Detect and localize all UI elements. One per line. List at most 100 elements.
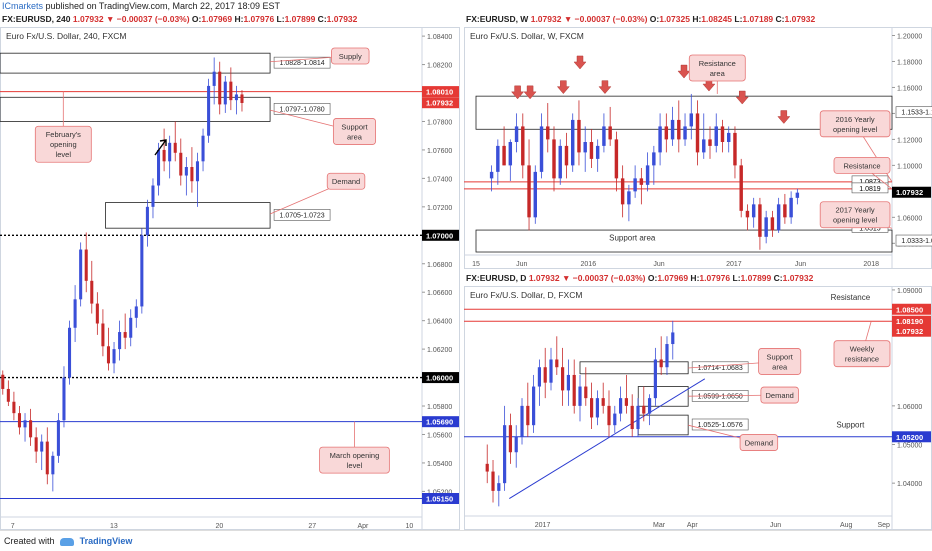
last-price: 1.07932 xyxy=(72,14,104,24)
x-tick-label: 20 xyxy=(216,523,224,530)
candle-body xyxy=(45,441,49,475)
callout-text: Demand xyxy=(332,177,360,186)
candle-body xyxy=(590,398,594,418)
candle-body xyxy=(212,71,216,86)
callout-text: resistance xyxy=(845,355,879,364)
y-tick-label: 1.18000 xyxy=(897,59,922,66)
y-tick-label: 1.06200 xyxy=(427,347,452,354)
candle-body xyxy=(223,81,227,105)
candle-body xyxy=(745,210,750,218)
candle-body xyxy=(184,167,188,176)
callout-box xyxy=(833,156,891,174)
candle-body xyxy=(229,81,233,101)
candle-body xyxy=(17,413,21,428)
candle-body xyxy=(23,420,27,428)
callout-text: Demand xyxy=(766,391,794,400)
tradingview-brand[interactable]: TradingView xyxy=(79,536,133,546)
candle-body xyxy=(207,85,211,136)
candle-body xyxy=(173,142,177,153)
symbol-header-weekly: FX:EURUSD, W 1.07932 ▼ −0.00037 (−0.03%)… xyxy=(466,14,816,24)
x-tick-label: Apr xyxy=(357,523,369,530)
candle-body xyxy=(68,327,72,378)
last-price: 1.07932 xyxy=(530,14,562,24)
level-label: 1.0819 xyxy=(859,186,881,193)
candle-body xyxy=(595,398,599,418)
price-label-box xyxy=(892,431,931,443)
callout-text: area xyxy=(772,362,788,371)
callout-box xyxy=(688,54,746,82)
zone-label: 1.0525-1.0576 xyxy=(698,422,743,429)
zone-text: Support area xyxy=(609,234,656,243)
price-label: 1.07932 xyxy=(896,327,923,336)
candle-body xyxy=(630,405,634,430)
candle-body xyxy=(240,94,244,103)
close-value: 1.07932 xyxy=(784,14,816,24)
chart-panel-h4[interactable]: FX:EURUSD, 240 1.07932 ▼ −0.00037 (−0.03… xyxy=(0,12,460,530)
x-tick-label: Mar xyxy=(653,522,666,529)
author-name[interactable]: ICmarkets xyxy=(2,1,44,11)
candle-body xyxy=(40,441,44,452)
candle-body xyxy=(658,126,662,153)
level-label-box xyxy=(851,182,889,194)
tradingview-logo-icon xyxy=(60,537,75,546)
chart-h4[interactable]: Euro Fx/U.S. Dollar, 240, FXCM 1.08400 1.0… xyxy=(0,27,460,530)
callout-text: area xyxy=(347,132,363,141)
callout-text: Support xyxy=(341,122,368,131)
y-tick-label: 1.06800 xyxy=(427,262,452,269)
zone-label-box xyxy=(691,361,749,374)
candle-body xyxy=(543,367,547,383)
candle-body xyxy=(770,217,775,231)
candle-body xyxy=(140,235,144,307)
y-tick-label: 1.06600 xyxy=(427,290,452,297)
candle-body xyxy=(578,386,582,406)
chart-panel-weekly[interactable]: FX:EURUSD, W 1.07932 ▼ −0.00037 (−0.03%)… xyxy=(464,12,932,269)
candle-body xyxy=(751,204,756,218)
callout-box xyxy=(739,434,779,451)
callout-text: 2017 Yearly xyxy=(835,206,874,215)
chart-daily[interactable]: Euro Fx/U.S. Dollar, D, FXCM1.090001.080… xyxy=(464,286,932,530)
chart-weekly[interactable]: Euro Fx/U.S. Dollar, W, FXCM 1.20000 1.180… xyxy=(464,27,932,269)
candle-body xyxy=(653,359,657,399)
x-tick-label: Jun xyxy=(770,522,781,529)
callout-box xyxy=(326,172,366,190)
candle-body xyxy=(727,132,731,142)
price-label-box xyxy=(892,325,931,337)
price-label: 1.08500 xyxy=(896,305,923,314)
zone-label: 1.0797-1.0780 xyxy=(280,106,325,113)
zone-label: 1.0333-1.0502 xyxy=(901,238,932,245)
callout-text: Demand xyxy=(745,439,773,448)
open-value: 1.07325 xyxy=(659,14,690,24)
candle-body xyxy=(645,165,650,185)
callout-text: Supply xyxy=(339,52,362,61)
candle-body xyxy=(526,405,530,426)
candle-body xyxy=(201,135,205,162)
symbol-label: FX:EURUSD, 240 xyxy=(2,14,71,24)
y-tick-label: 1.05200 xyxy=(427,489,452,496)
callout-box xyxy=(34,125,92,163)
candle-body xyxy=(79,249,83,300)
symbol-label: FX:EURUSD, W xyxy=(466,14,529,24)
candle-body xyxy=(595,145,600,159)
callout-text: level xyxy=(56,150,72,159)
candle-body xyxy=(764,217,768,237)
chart-title: Euro Fx/U.S. Dollar, D, FXCM xyxy=(470,290,582,300)
candle-body xyxy=(503,425,507,484)
price-label: 1.08010 xyxy=(426,88,453,97)
price-label: 1.06000 xyxy=(426,374,453,383)
candle-body xyxy=(652,152,656,166)
y-tick-label: 1.06000 xyxy=(897,404,922,411)
candle-body xyxy=(608,126,612,140)
candle-body xyxy=(627,191,631,205)
candle-body xyxy=(758,204,762,237)
y-tick-label: 1.08200 xyxy=(427,63,452,70)
candle-body xyxy=(566,374,570,391)
candle-body xyxy=(51,455,55,475)
price-change: −0.00037 (−0.03%) xyxy=(574,14,648,24)
price-label: 1.07000 xyxy=(426,231,453,240)
candle-body xyxy=(532,386,536,426)
x-tick-label: 2018 xyxy=(863,261,879,268)
chart-panel-daily[interactable]: FX:EURUSD, D 1.07932 ▼ −0.00037 (−0.03%)… xyxy=(464,271,932,530)
callout-box xyxy=(819,110,891,138)
candle-body xyxy=(112,349,116,364)
candle-body xyxy=(537,367,542,387)
